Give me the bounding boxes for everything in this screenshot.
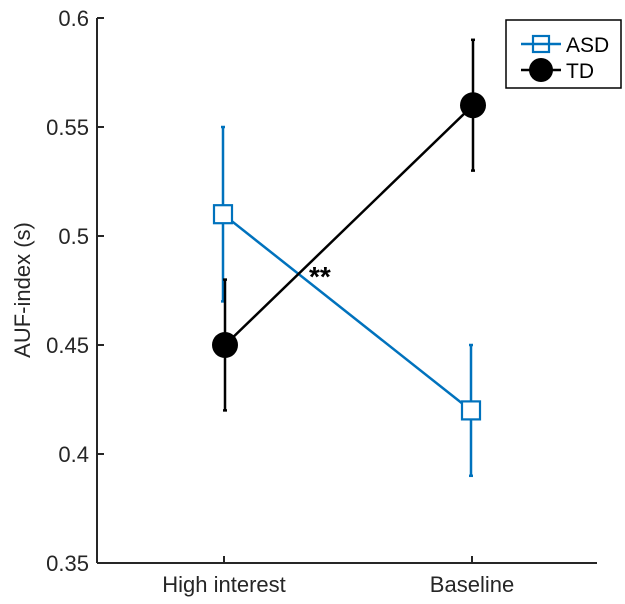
y-tick-label: 0.6	[58, 6, 89, 31]
series-line	[224, 104, 474, 346]
significance-annotation: **	[309, 261, 331, 292]
x-tick-label: Baseline	[430, 572, 514, 597]
data-point	[460, 92, 486, 119]
legend-td-label: TD	[566, 60, 594, 83]
x-ticks: High interest Baseline	[162, 556, 514, 597]
y-tick-label: 0.4	[58, 442, 89, 467]
series-layer	[212, 38, 486, 478]
y-ticks: 0.35 0.4 0.45 0.5 0.55 0.6	[46, 6, 104, 576]
series-asd	[212, 125, 482, 478]
x-tick-label: High interest	[162, 572, 286, 597]
y-tick-label: 0.5	[58, 224, 89, 249]
legend-box	[505, 19, 622, 89]
legend-td-marker	[529, 58, 553, 82]
data-point	[460, 400, 482, 421]
series-td	[212, 38, 486, 412]
data-point	[212, 332, 238, 358]
legend: ASD TD	[505, 19, 622, 89]
y-tick-label: 0.45	[46, 333, 89, 358]
series-line	[222, 213, 472, 412]
y-tick-label: 0.55	[46, 115, 89, 140]
data-point	[212, 204, 234, 225]
legend-asd-label: ASD	[566, 34, 609, 57]
legend-asd-marker	[531, 34, 551, 54]
y-axis-label: AUF-index (s)	[10, 222, 35, 358]
y-tick-label: 0.35	[46, 551, 89, 576]
